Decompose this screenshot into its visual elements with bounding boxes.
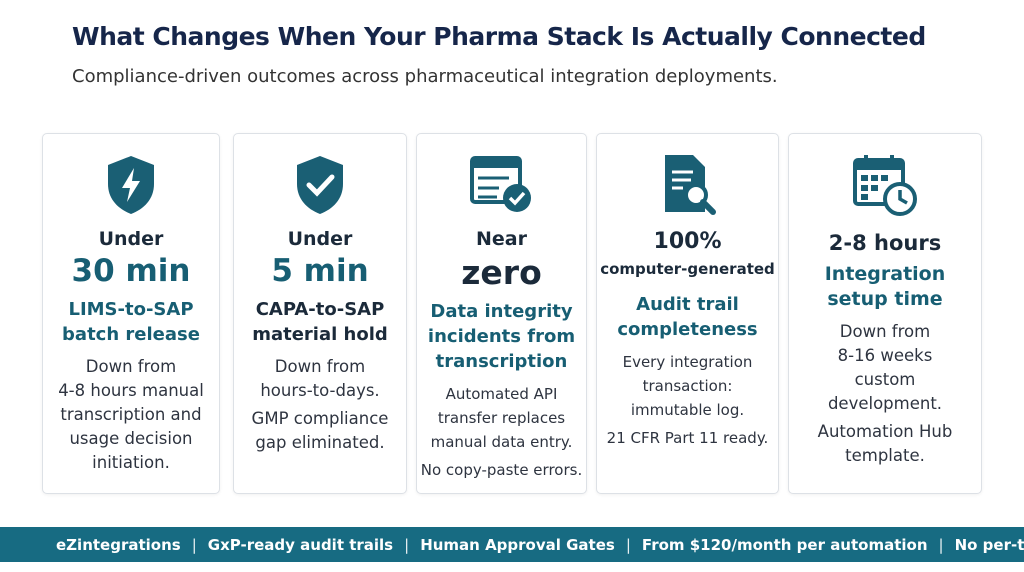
headline: Near	[476, 228, 527, 250]
description-line: GMP compliance	[251, 408, 389, 428]
paragraph: Down from hours-to-days.	[234, 355, 406, 403]
description-line: transaction:	[642, 377, 733, 396]
headline: Under	[287, 228, 353, 250]
description-line: Automated API	[445, 385, 558, 403]
description-line: development.	[827, 394, 943, 414]
description-line: custom	[854, 370, 916, 390]
headline: 5 min	[271, 252, 369, 289]
description-line: Every integration	[622, 353, 753, 372]
title: What Changes When Your Pharma Stack Is A…	[72, 22, 926, 51]
headline: 2-8 hours	[828, 231, 942, 255]
paragraph: Every integration transaction: immutable l…	[597, 350, 778, 422]
label-line: completeness	[617, 319, 758, 341]
description-line: Down from	[274, 356, 366, 376]
card: Under 5 min CAPA-to-SAP material hold Down f…	[233, 133, 407, 494]
description-line: Down from	[839, 322, 931, 342]
card-label: LIMS-to-SAP batch release	[43, 297, 219, 347]
paragraph: Down from 4-8 hours manual transcription a…	[43, 355, 219, 475]
card: Near zero Data integrity incidents from tran…	[416, 133, 587, 494]
description-line: No copy-paste errors.	[420, 461, 583, 479]
card-label: Audit trail completeness	[597, 292, 778, 342]
separator: |	[625, 535, 631, 554]
paragraph: 21 CFR Part 11 ready.	[597, 426, 778, 450]
paragraph: Down from 8-16 weeks custom development.	[789, 320, 981, 416]
description-line: 8-16 weeks	[837, 346, 933, 366]
paragraph: GMP compliance gap eliminated.	[234, 407, 406, 455]
separator: |	[404, 535, 410, 554]
label-line: setup time	[827, 288, 943, 311]
card-body: Near zero Data integrity incidents from tran…	[417, 228, 586, 482]
description-line: hours-to-days.	[260, 380, 380, 400]
card-body: 2-8 hours Integration setup time Down from 8…	[789, 230, 981, 468]
headline: computer-generated	[600, 259, 775, 278]
headline: 30 min	[71, 252, 191, 289]
card-body: 100% computer-generated Audit trail complet…	[597, 228, 778, 450]
label-line: transcription	[435, 351, 568, 372]
description: Down from 8-16 weeks custom development. Aut…	[789, 320, 981, 468]
label-line: material hold	[252, 323, 388, 345]
label-line: incidents from	[427, 326, 576, 347]
footer-band: eZintegrations | GxP-ready audit trails | Hu…	[0, 527, 1024, 562]
document-search-icon	[664, 155, 716, 215]
shield-check-icon	[297, 156, 343, 214]
label-line: Audit trail	[636, 294, 739, 316]
description-line: template.	[845, 446, 925, 466]
data-check-icon	[469, 156, 531, 212]
description-line: initiation.	[92, 452, 170, 472]
card-label: Data integrity incidents from transcriptio…	[417, 299, 586, 374]
card-label: CAPA-to-SAP material hold	[234, 297, 406, 347]
headline: zero	[461, 252, 542, 292]
description-line: Down from	[85, 356, 177, 376]
description-line: transcription and	[60, 404, 202, 424]
headline: Under	[98, 228, 164, 250]
subtitle: Compliance-driven outcomes across pharma…	[72, 66, 778, 87]
shield-bolt-icon	[108, 156, 154, 214]
description: Automated API transfer replaces manual dat…	[417, 382, 586, 482]
card-label: Integration setup time	[789, 262, 981, 312]
label-line: Data integrity	[430, 301, 573, 322]
footer-item: eZintegrations	[56, 535, 181, 554]
label-line: batch release	[62, 323, 200, 345]
card: 2-8 hours Integration setup time Down from 8…	[788, 133, 982, 494]
label-line: LIMS-to-SAP	[68, 298, 194, 320]
footer-item: GxP-ready audit trails	[207, 535, 394, 554]
description-line: transfer replaces	[437, 409, 566, 427]
label-line: CAPA-to-SAP	[255, 298, 385, 320]
separator: |	[938, 535, 944, 554]
headline: 100%	[653, 229, 722, 254]
description-line: immutable log.	[630, 401, 745, 420]
footer-item: No per-transaction	[954, 535, 1024, 554]
description: Down from 4-8 hours manual transcription a…	[43, 355, 219, 475]
card: Under 30 min LIMS-to-SAP batch release Down …	[42, 133, 220, 494]
description-line: manual data entry.	[430, 433, 573, 451]
footer-item: Human Approval Gates	[420, 535, 615, 554]
paragraph: No copy-paste errors.	[417, 458, 586, 482]
description-line: gap eliminated.	[255, 432, 385, 452]
footer-item: From $120/month per automation	[641, 535, 928, 554]
calendar-clock-icon	[853, 155, 917, 216]
description-line: Automation Hub	[817, 422, 953, 442]
label-line: Integration	[824, 263, 946, 286]
description: Down from hours-to-days. GMP compliance gap…	[234, 355, 406, 455]
description-line: 4-8 hours manual	[58, 380, 204, 400]
description-line: 21 CFR Part 11 ready.	[606, 429, 769, 448]
description: Every integration transaction: immutable l…	[597, 350, 778, 450]
paragraph: Automated API transfer replaces manual dat…	[417, 382, 586, 454]
card-body: Under 30 min LIMS-to-SAP batch release Down …	[43, 228, 219, 475]
card-body: Under 5 min CAPA-to-SAP material hold Down f…	[234, 228, 406, 455]
separator: |	[191, 535, 197, 554]
card: 100% computer-generated Audit trail complet…	[596, 133, 779, 494]
paragraph: Automation Hub template.	[789, 420, 981, 468]
description-line: usage decision	[69, 428, 193, 448]
